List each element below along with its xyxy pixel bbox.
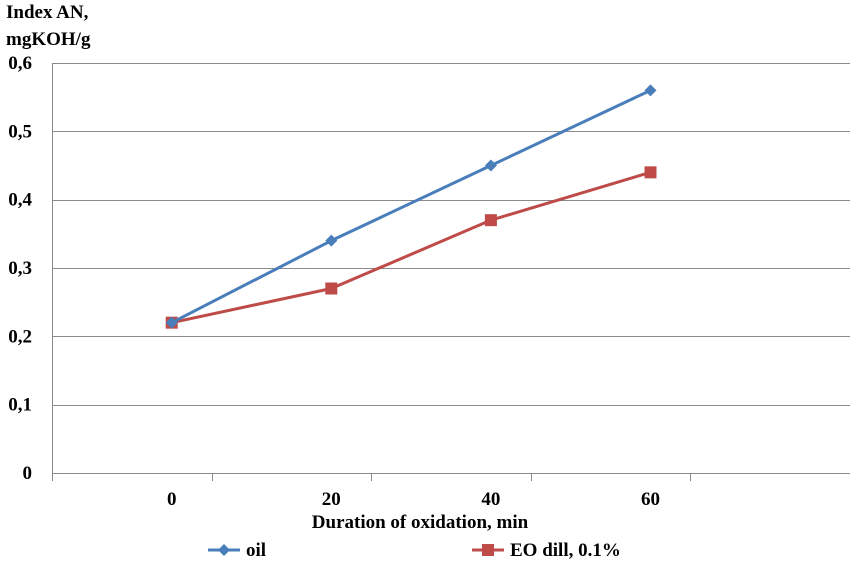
axes: 0 0,1 0,2 0,3 0,4 0,5 0,6 0 20 40 60 [8,53,850,510]
x-axis-label: Duration of oxidation, min [312,512,529,533]
y-tick-label: 0,3 [8,258,32,279]
legend: oil EO dill, 0.1% [208,540,621,561]
data-point [644,166,657,179]
y-tick-label: 0,4 [8,190,32,211]
series [165,84,657,329]
series-line [171,170,651,325]
legend-item: oil [208,540,266,561]
data-point [644,84,657,97]
series-diamond [165,84,657,329]
x-tick-label: 0 [167,489,177,510]
x-tick-label: 20 [322,489,341,510]
series-square [165,166,657,329]
y-tick-label: 0,2 [8,326,32,347]
data-point [484,214,497,227]
data-point [325,282,338,295]
x-tick-label: 60 [641,489,660,510]
x-tick-label: 40 [481,489,500,510]
y-tick-label: 0,1 [8,395,32,416]
y-axis-label-line-1: Index AN, [6,2,89,23]
labels: Index AN, mgKOH/g Duration of oxidation,… [6,2,529,533]
series-line [171,88,652,325]
y-tick-label: 0,5 [8,121,32,142]
legend-marker [218,544,230,556]
grid [52,63,850,406]
data-point [325,234,338,247]
y-tick-label: 0 [23,463,33,484]
legend-label: oil [246,540,266,561]
legend-label: EO dill, 0.1% [510,540,621,561]
legend-item: EO dill, 0.1% [472,540,621,561]
y-axis-label-line-2: mgKOH/g [6,29,91,50]
legend-marker [482,544,494,556]
data-point [165,316,178,329]
y-tick-label: 0,6 [8,53,32,74]
data-point [484,159,497,172]
